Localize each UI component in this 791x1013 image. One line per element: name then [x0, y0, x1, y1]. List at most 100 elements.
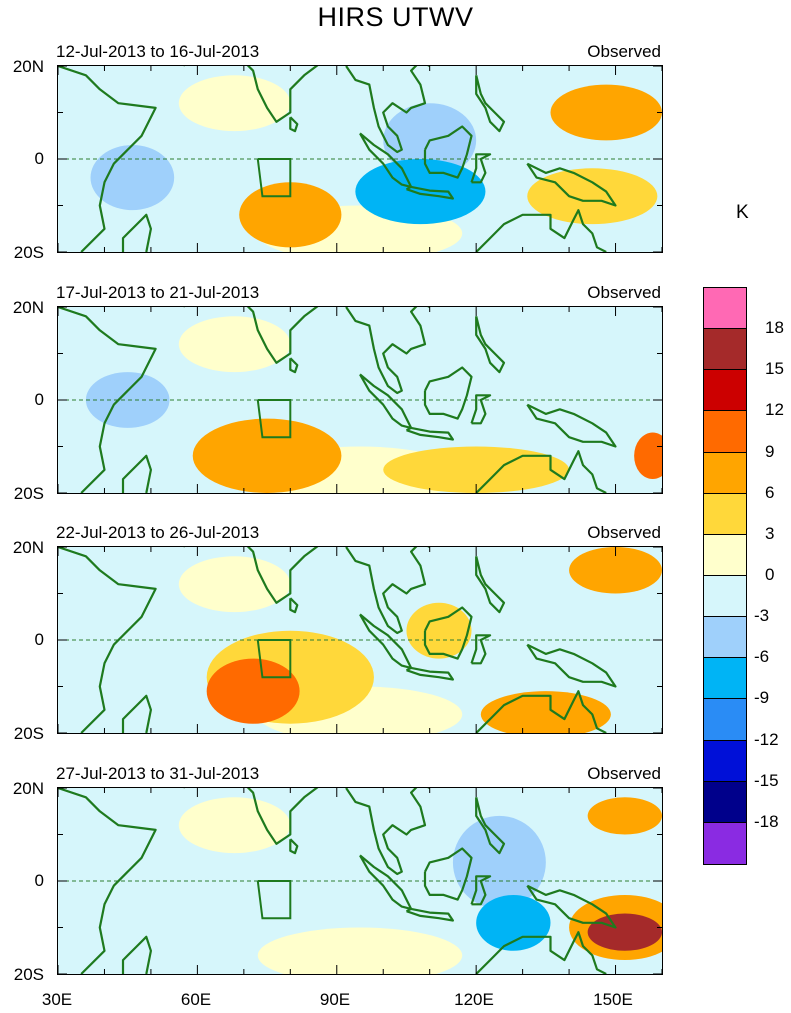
- ytick-label: 0: [34, 871, 44, 890]
- coastline: [183, 307, 319, 364]
- coastline: [406, 666, 454, 681]
- map-frame: [57, 787, 663, 975]
- ytick-label: 0: [34, 390, 44, 409]
- field-blob: [178, 316, 291, 373]
- colorbar-swatch: [704, 740, 746, 782]
- coastline: [289, 597, 299, 614]
- colorbar-swatch: [704, 534, 746, 576]
- coastline: [58, 307, 157, 493]
- coastline: [475, 797, 506, 855]
- coastline: [406, 907, 454, 922]
- ytick-label: 20S: [13, 484, 44, 503]
- xtick-label: 120E: [454, 990, 494, 1009]
- coastline: [475, 931, 607, 974]
- field-blob: [178, 75, 291, 132]
- region-box: [256, 880, 292, 920]
- panel-period: 17-Jul-2013 to 21-Jul-2013: [56, 283, 260, 302]
- xtick-label: 90E: [319, 990, 351, 1009]
- coastline: [423, 366, 473, 420]
- coastline: [359, 613, 413, 670]
- coastline: [406, 426, 454, 441]
- anomaly-blob: [569, 547, 662, 594]
- colorbar-label: 12: [765, 400, 784, 420]
- coastline: [470, 875, 492, 906]
- anomaly-blob: [192, 418, 342, 493]
- coastline: [345, 788, 430, 876]
- colorbar-label: -15: [754, 770, 779, 790]
- colorbar-swatch: [704, 370, 746, 412]
- panel-period: 22-Jul-2013 to 26-Jul-2013: [56, 523, 260, 542]
- map-svg: [58, 66, 662, 252]
- panel-label: Observed: [587, 523, 661, 542]
- ytick-label: 20S: [13, 965, 44, 984]
- coastline: [475, 209, 607, 252]
- colorbar-swatch: [704, 452, 746, 494]
- coastline: [423, 847, 473, 901]
- colorbar-label: -3: [754, 606, 770, 626]
- colorbar-label: 9: [765, 441, 775, 461]
- anomaly-blob: [90, 145, 175, 211]
- map-frame: [57, 306, 663, 494]
- colorbar-label: 15: [765, 359, 784, 379]
- colorbar: [703, 287, 747, 865]
- colorbar-label: 18: [765, 318, 784, 338]
- colorbar-label: 0: [765, 565, 775, 584]
- anomaly-blob: [550, 84, 662, 141]
- ytick-label: 20S: [13, 724, 44, 743]
- field-blob: [178, 797, 291, 854]
- coastline: [58, 547, 157, 733]
- panel-label: Observed: [587, 283, 661, 302]
- coastline: [475, 75, 506, 133]
- colorbar-swatch: [704, 781, 746, 823]
- colorbar-label: -9: [754, 688, 770, 708]
- coastline: [359, 132, 413, 189]
- ytick-label: 0: [34, 630, 44, 649]
- coastline: [289, 357, 299, 374]
- panel-label: Observed: [587, 764, 661, 783]
- anomaly-blob: [406, 602, 472, 659]
- map-svg: [58, 547, 662, 733]
- coastline: [475, 556, 506, 614]
- coastline: [423, 125, 473, 179]
- panel-label: Observed: [587, 42, 661, 61]
- coastline: [121, 213, 153, 252]
- colorbar-swatch: [704, 658, 746, 700]
- coastline: [526, 403, 617, 448]
- ytick-label: 20N: [12, 538, 44, 557]
- region-box: [256, 639, 292, 679]
- coastline: [345, 66, 430, 154]
- xtick-label: 150E: [593, 990, 633, 1009]
- anomaly-blob: [452, 815, 546, 909]
- coastline: [359, 373, 413, 430]
- colorbar-label: -18: [754, 811, 779, 831]
- ytick-label: 20N: [12, 298, 44, 317]
- ytick-label: 20N: [12, 57, 44, 76]
- main-title: HIRS UTWV: [317, 2, 474, 32]
- coastline: [475, 450, 607, 493]
- coastline: [121, 935, 153, 974]
- coastline: [470, 394, 492, 425]
- ytick-label: 20N: [12, 779, 44, 798]
- region-box: [256, 158, 292, 198]
- coastline: [475, 316, 506, 374]
- map-svg: [58, 788, 662, 974]
- anomaly-blob: [383, 446, 570, 493]
- coastline: [526, 884, 617, 929]
- panel-period: 12-Jul-2013 to 16-Jul-2013: [56, 42, 260, 61]
- coastline: [121, 454, 153, 493]
- xtick-label: 60E: [180, 990, 212, 1009]
- anomaly-blob: [355, 159, 486, 225]
- colorbar-swatch: [704, 411, 746, 453]
- anomaly-blob: [634, 432, 662, 480]
- field-blob: [178, 556, 291, 613]
- xtick-label: 30E: [41, 990, 73, 1009]
- colorbar-swatch: [704, 822, 746, 864]
- coastline: [345, 547, 430, 635]
- map-frame: [57, 546, 663, 734]
- colorbar-swatch: [704, 288, 746, 330]
- anomaly-blob: [239, 182, 342, 248]
- coastline: [58, 788, 157, 974]
- region-box: [256, 399, 292, 439]
- map-svg: [58, 307, 662, 493]
